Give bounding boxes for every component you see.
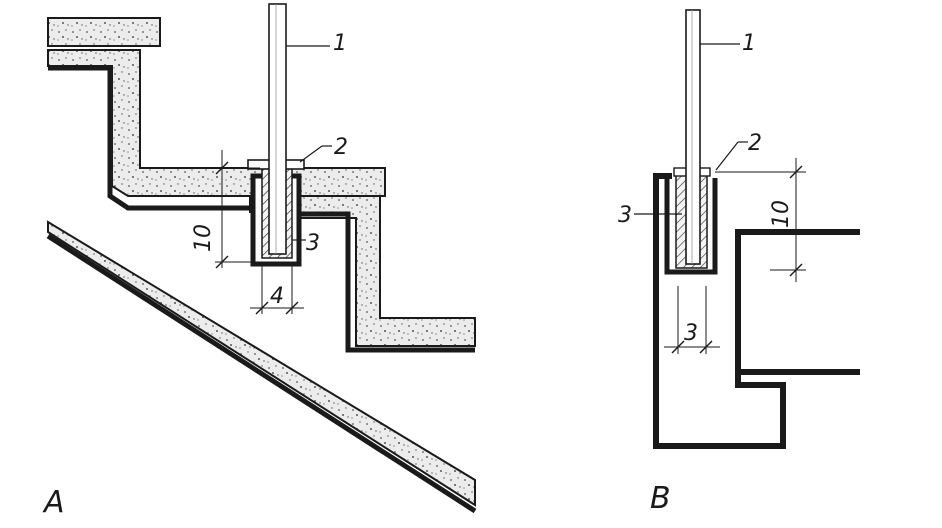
post-b xyxy=(685,9,701,265)
callout-1-a: 1 xyxy=(286,31,347,56)
callout-3-a: 3 xyxy=(292,231,320,256)
top-landing-slab xyxy=(47,17,161,47)
callout-label: 3 xyxy=(306,231,320,256)
dimension-width-b: 3 xyxy=(664,286,720,354)
callout-2-a: 2 xyxy=(299,135,348,163)
callout-label: 2 xyxy=(334,135,348,160)
dimension-depth-b: 10 xyxy=(715,158,806,282)
dimension-label: 10 xyxy=(769,200,794,228)
callout-label: 2 xyxy=(748,131,762,156)
figure-b: 1 2 3 10 3 B xyxy=(618,9,860,516)
dimension-label: 3 xyxy=(684,321,698,346)
callout-1-b: 1 xyxy=(700,31,756,56)
figure-a: 1 2 3 10 4 A xyxy=(42,3,477,520)
dimension-width-a: 4 xyxy=(250,262,304,315)
dimension-label: 10 xyxy=(191,224,216,252)
post-a xyxy=(268,3,287,255)
stringer-profile-b xyxy=(653,173,860,449)
inclined-slab xyxy=(46,220,477,514)
callout-label: 1 xyxy=(742,31,756,56)
callout-3-b: 3 xyxy=(618,203,682,228)
dimension-depth-a: 10 xyxy=(191,150,260,269)
panel-label-a: A xyxy=(42,485,65,520)
callout-label: 1 xyxy=(333,31,347,56)
panel-label-b: B xyxy=(650,481,671,516)
callout-2-b: 2 xyxy=(715,131,762,171)
dimension-label: 4 xyxy=(270,284,284,309)
callout-label: 3 xyxy=(618,203,632,228)
